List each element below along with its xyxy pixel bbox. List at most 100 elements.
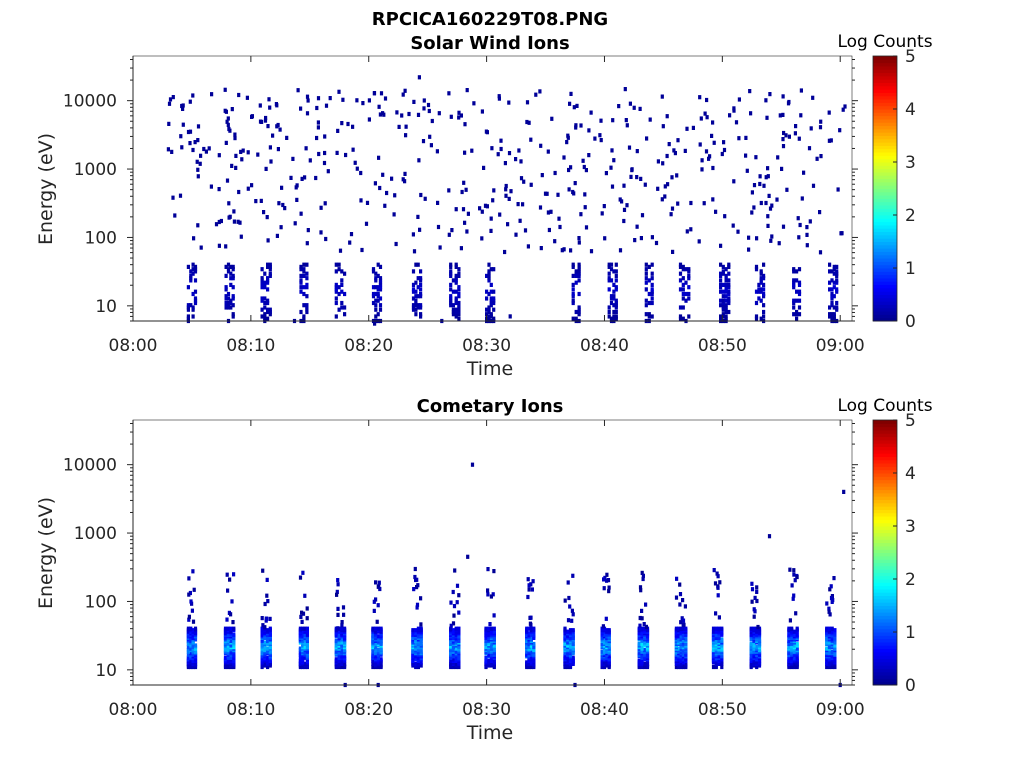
scatter-cell [436, 224, 441, 230]
burst-cell [374, 303, 378, 308]
scatter-cell [265, 215, 269, 220]
burst-cell [378, 264, 383, 269]
scatter-cell [603, 236, 607, 241]
burst-cell [457, 638, 461, 643]
colorbar-tick-label: 4 [905, 464, 916, 484]
colorbar-segment [873, 102, 897, 107]
scatter-cell [656, 186, 660, 191]
burst-cell [334, 314, 338, 319]
scatter-cell [317, 151, 321, 157]
burst-cell [492, 296, 496, 301]
scatter-cell [416, 214, 420, 219]
burst-cell [454, 309, 458, 315]
burst-cell [637, 626, 641, 631]
burst-cell [189, 273, 193, 278]
burst-cell [263, 305, 267, 310]
burst-cell [411, 628, 415, 633]
scatter-cell [337, 89, 341, 94]
colorbar-segment [873, 301, 897, 305]
burst-cell [525, 626, 529, 631]
burst-cell [260, 298, 264, 303]
scatter-cell [259, 198, 263, 203]
scatter-cell [504, 183, 508, 189]
scatter-cell [224, 140, 228, 145]
burst-cell [260, 280, 264, 285]
upper-cell [605, 578, 609, 583]
burst-cell [457, 312, 461, 317]
upper-cell [714, 611, 718, 616]
burst-cell [614, 309, 618, 315]
scatter-cell [223, 87, 227, 92]
scatter-cell [246, 186, 250, 191]
burst-cell [684, 637, 688, 642]
burst-cell [792, 269, 796, 274]
colorbar-segment [873, 625, 897, 630]
scatter-cell [768, 206, 773, 211]
scatter-cell [241, 148, 245, 153]
scatter-cell [480, 109, 484, 114]
upper-cell [640, 570, 644, 575]
upper-cell [683, 604, 687, 609]
burst-cell [600, 626, 604, 631]
burst-cell [720, 626, 724, 631]
scatter-cell [250, 183, 254, 188]
scatter-cell [293, 221, 297, 226]
burst-cell [340, 300, 344, 306]
upper-cell [753, 609, 757, 614]
burst-cell [609, 316, 614, 321]
scatter-cell [666, 182, 670, 187]
scatter-cell [569, 248, 573, 253]
burst-cell [186, 645, 190, 650]
burst-cell [193, 267, 198, 272]
scatter-cell [656, 159, 660, 164]
scatter-cell [624, 118, 628, 123]
scatter-cell [390, 176, 394, 181]
colorbar-segment [873, 297, 897, 302]
burst-cell [614, 316, 618, 321]
colorbar-segment [873, 234, 897, 239]
burst-cell [684, 298, 688, 303]
burst-cell [489, 312, 493, 317]
burst-cell [600, 641, 604, 647]
burst-cell [724, 273, 728, 278]
scatter-cell [525, 119, 529, 125]
scatter-cell [635, 224, 639, 229]
burst-cell [298, 651, 302, 656]
colorbar-segment [873, 79, 897, 83]
upper-cell [228, 577, 232, 582]
burst-cell [721, 294, 725, 299]
upper-cell [266, 599, 270, 604]
burst-cell [451, 664, 455, 670]
upper-cell [303, 593, 307, 598]
burst-cell [343, 626, 347, 631]
scatter-cell [807, 146, 812, 151]
burst-cell [787, 626, 791, 631]
colorbar-segment [873, 69, 897, 74]
colorbar-segment [873, 579, 897, 583]
scatter-cell [419, 192, 423, 198]
scatter-cell [478, 206, 482, 211]
colorbar-tick-label: 2 [905, 570, 916, 590]
burst-cell [830, 312, 834, 317]
burst-cell [302, 303, 306, 308]
burst-cell [334, 289, 338, 294]
burst-cell [414, 294, 418, 299]
burst-cell [678, 316, 683, 321]
burst-cell [727, 300, 731, 306]
burst-cell [721, 264, 725, 269]
burst-cell [529, 652, 533, 657]
burst-cell [484, 655, 488, 660]
burst-cell [571, 282, 575, 287]
colorbar-segment [873, 496, 897, 500]
scatter-cell [574, 123, 578, 128]
scatter-cell [210, 92, 214, 97]
burst-cell [266, 264, 270, 269]
burst-cell [681, 663, 685, 668]
burst-cell [795, 312, 799, 317]
colorbar-segment [873, 486, 897, 491]
upper-cell [792, 572, 796, 577]
scatter-cell [181, 122, 185, 127]
burst-cell [607, 314, 611, 319]
burst-cell [302, 316, 306, 321]
